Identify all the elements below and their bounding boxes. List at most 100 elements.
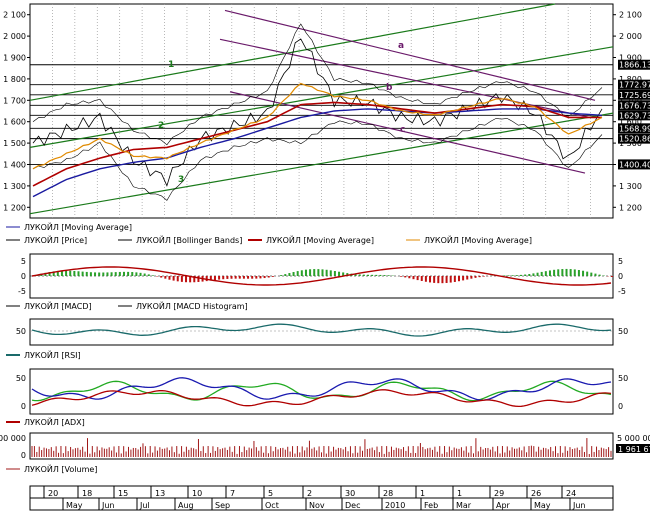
macd-hist-bar [268, 276, 270, 278]
legend-adx: ЛУКОЙЛ [ADX] [24, 416, 85, 427]
volume-tick-left-top: 000 000 [0, 434, 26, 443]
macd-hist-bar [363, 275, 365, 276]
macd-tick-right-m5: -5 [618, 287, 626, 296]
macd-tick-right-0: 0 [618, 272, 623, 281]
macd-hist-bar [446, 276, 448, 283]
macd-hist-bar [545, 271, 547, 276]
day-label: 24 [566, 489, 576, 498]
macd-hist-bar [590, 273, 592, 276]
macd-hist-bar [566, 269, 568, 276]
macd-hist-bar [462, 276, 464, 280]
macd-hist-bar [152, 275, 154, 276]
macd-hist-bar [475, 276, 477, 278]
macd-hist-bar [326, 270, 328, 276]
macd-hist-bar [384, 275, 386, 276]
month-label: Aug [178, 501, 194, 510]
y-tick-right: 1 300 [619, 182, 642, 191]
macd-hist-bar [611, 276, 613, 277]
macd-hist-bar [541, 272, 543, 276]
main-legend: ЛУКОЙЛ [Moving Average] ЛУКОЙЛ [Price] Л… [6, 221, 532, 245]
macd-hist-bar [524, 275, 526, 276]
macd-hist-bar [594, 274, 596, 276]
legend-ma-1: ЛУКОЙЛ [Moving Average] [24, 221, 132, 232]
macd-hist-bar [479, 276, 481, 277]
macd-hist-bar [429, 276, 431, 282]
month-label: May [66, 501, 83, 510]
macd-hist-bar [94, 272, 96, 276]
macd-hist-bar [123, 272, 125, 276]
day-label: 2 [307, 489, 312, 498]
month-label: Feb [424, 501, 438, 510]
macd-hist-bar [77, 271, 79, 276]
macd-hist-bar [470, 276, 472, 279]
macd-hist-bar [259, 276, 261, 278]
y-tick-left: 1 200 [3, 203, 26, 212]
macd-hist-bar [255, 276, 257, 279]
macd-hist-bar [375, 275, 377, 276]
macd-hist-bar [148, 274, 150, 276]
macd-tick-left-m5: -5 [18, 287, 26, 296]
annotation-a: a [398, 41, 404, 51]
macd-hist-bar [322, 269, 324, 276]
month-label: Jun [101, 501, 115, 510]
macd-tick-left-0: 0 [21, 272, 26, 281]
level-label: 1629.73 [619, 111, 650, 120]
day-label: 15 [118, 489, 128, 498]
macd-hist-bar [578, 270, 580, 276]
macd-legend: ЛУКОЙЛ [MACD] ЛУКОЙЛ [MACD Histogram] [6, 300, 248, 311]
macd-hist-bar [574, 269, 576, 276]
annotation-b: b [386, 83, 393, 93]
volume-tick-right-last: 1 961 67 [618, 445, 650, 454]
day-label: 1 [457, 489, 462, 498]
macd-hist-bar [450, 276, 452, 283]
macd-hist-bar [400, 276, 402, 277]
macd-hist-bar [119, 272, 121, 276]
macd-hist-bar [177, 276, 179, 281]
macd-hist-bar [293, 272, 295, 276]
macd-hist-bar [570, 269, 572, 276]
legend-macd: ЛУКОЙЛ [MACD] [24, 300, 92, 311]
legend-ma-3: ЛУКОЙЛ [Moving Average] [424, 234, 532, 245]
macd-hist-bar [433, 276, 435, 283]
day-label: 29 [494, 489, 504, 498]
y-tick-left: 1 900 [3, 54, 26, 63]
macd-hist-bar [557, 269, 559, 276]
macd-hist-bar [284, 274, 286, 276]
macd-hist-bar [483, 276, 485, 277]
macd-hist-bar [251, 276, 253, 279]
day-label: 1 [420, 489, 425, 498]
macd-hist-bar [503, 275, 505, 276]
macd-hist-bar [280, 275, 282, 276]
annotation-3: 3 [178, 175, 184, 185]
level-label: 1772.97 [619, 81, 650, 90]
y-tick-left: 2 000 [3, 32, 26, 41]
macd-hist-bar [102, 273, 104, 276]
macd-hist-bar [115, 272, 117, 276]
macd-hist-bar [90, 272, 92, 276]
day-label: 30 [345, 489, 355, 498]
y-tick-right: 2 000 [619, 32, 642, 41]
macd-hist-bar [537, 273, 539, 276]
macd-hist-bar [520, 275, 522, 276]
macd-hist-bar [65, 271, 67, 276]
day-label: 26 [531, 489, 541, 498]
macd-hist-bar [330, 270, 332, 276]
y-tick-left: 2 100 [3, 11, 26, 20]
legend-ma-2: ЛУКОЙЛ [Moving Average] [266, 234, 374, 245]
macd-hist-bar [516, 275, 518, 276]
macd-hist-bar [185, 276, 187, 282]
macd-hist-bar [454, 276, 456, 282]
macd-hist-bar [437, 276, 439, 283]
macd-hist-bar [160, 276, 162, 278]
level-label: 1400.40 [619, 160, 650, 169]
macd-hist-bar [417, 276, 419, 280]
macd-hist-bar [305, 270, 307, 276]
macd-hist-bar [599, 275, 601, 276]
y-tick-left: 1 600 [3, 118, 26, 127]
adx-tick-right-50: 50 [618, 374, 628, 383]
legend-volume: ЛУКОЙЛ [Volume] [24, 463, 97, 474]
y-tick-right: 2 100 [619, 11, 642, 20]
macd-tick-left-5: 5 [21, 257, 26, 266]
macd-hist-bar [173, 276, 175, 281]
rsi-tick-left-50: 50 [16, 327, 26, 336]
